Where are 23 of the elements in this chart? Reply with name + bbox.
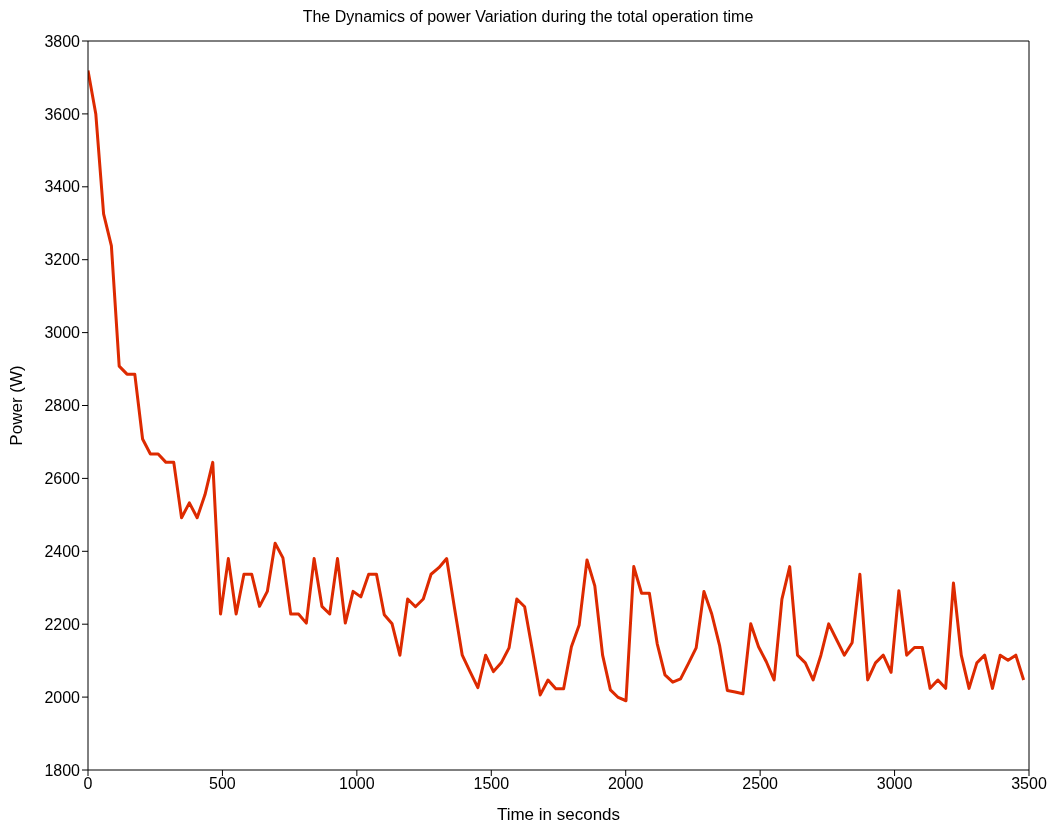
x-tick-label: 500 [209,775,236,793]
x-tick-label: 3000 [876,775,913,793]
line-series [88,69,1026,703]
y-tick-label: 3000 [44,324,81,342]
y-tick-label: 3400 [44,178,81,196]
y-tick-label: 2000 [44,688,81,706]
chart-title: The Dynamics of power Variation during the total operation time [301,8,755,27]
y-tick-label: 2400 [44,542,81,560]
y-axis-title: Power (W) [7,365,27,446]
x-tick-label: 1500 [473,775,510,793]
x-tick-label: 2500 [742,775,779,793]
x-tick-label: 1000 [339,775,375,793]
y-tick-label: 2600 [44,470,81,488]
y-tick-label: 3200 [44,251,81,269]
y-tick-label: 3800 [44,32,81,50]
x-tick-label: 3500 [1011,775,1047,793]
x-tick-label: 2000 [607,775,644,793]
y-tick-label: 2200 [44,615,81,633]
y-tick-label: 1800 [44,761,81,779]
x-axis-title: Time in seconds [496,805,621,824]
y-tick-label: 2800 [44,397,81,415]
x-tick-label: 0 [83,775,93,793]
y-tick-label: 3600 [44,105,81,123]
